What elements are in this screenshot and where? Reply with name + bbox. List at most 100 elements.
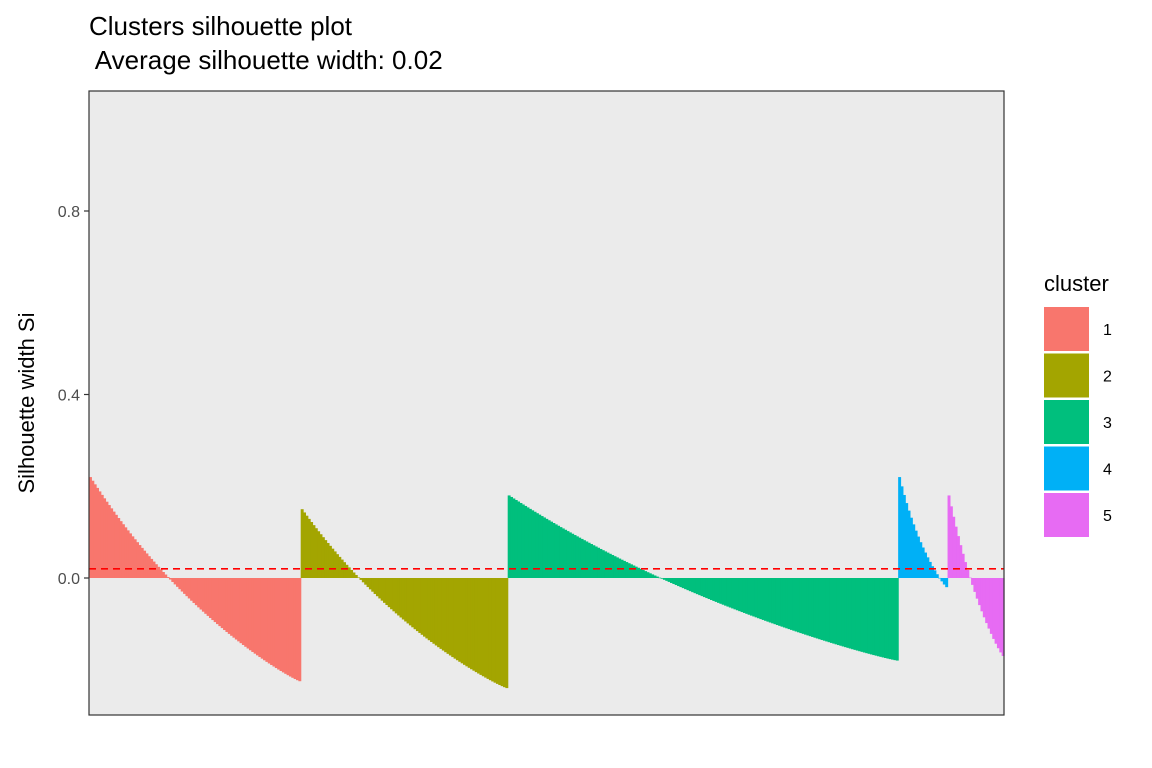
silhouette-bar-cluster-3 bbox=[775, 578, 779, 626]
legend-key-cluster-1 bbox=[1044, 307, 1089, 351]
silhouette-bar-cluster-2 bbox=[326, 542, 330, 578]
silhouette-bar-cluster-1 bbox=[112, 511, 116, 578]
silhouette-bar-cluster-2 bbox=[361, 578, 365, 583]
silhouette-bar-cluster-2 bbox=[488, 578, 492, 681]
silhouette-bar-cluster-2 bbox=[479, 578, 483, 675]
silhouette-bar-cluster-3 bbox=[782, 578, 786, 628]
silhouette-bar-cluster-2 bbox=[411, 578, 415, 628]
silhouette-bar-cluster-2 bbox=[432, 578, 436, 644]
silhouette-bar-cluster-2 bbox=[406, 578, 410, 624]
silhouette-bar-cluster-1 bbox=[265, 578, 269, 662]
silhouette-bar-cluster-3 bbox=[742, 578, 746, 613]
y-tick-label: 0.8 bbox=[58, 204, 80, 221]
silhouette-bar-cluster-3 bbox=[893, 578, 897, 661]
silhouette-bar-cluster-4 bbox=[942, 578, 946, 585]
silhouette-bar-cluster-2 bbox=[423, 578, 426, 637]
silhouette-bar-cluster-1 bbox=[241, 578, 245, 645]
silhouette-bar-cluster-3 bbox=[540, 516, 544, 578]
silhouette-bar-cluster-1 bbox=[260, 578, 264, 659]
silhouette-bar-cluster-3 bbox=[886, 578, 890, 659]
silhouette-bar-cluster-3 bbox=[738, 578, 742, 612]
silhouette-bar-cluster-2 bbox=[338, 556, 342, 578]
silhouette-bar-cluster-1 bbox=[100, 494, 104, 578]
silhouette-bar-cluster-1 bbox=[263, 578, 267, 661]
silhouette-bar-cluster-3 bbox=[524, 505, 528, 578]
silhouette-bar-cluster-2 bbox=[317, 531, 321, 578]
silhouette-bar-cluster-4 bbox=[938, 577, 942, 579]
silhouette-bar-cluster-2 bbox=[399, 578, 403, 618]
silhouette-bar-cluster-1 bbox=[232, 578, 236, 638]
silhouette-bar-cluster-3 bbox=[771, 578, 775, 624]
silhouette-bar-cluster-1 bbox=[145, 553, 149, 578]
silhouette-bar-cluster-1 bbox=[138, 545, 142, 578]
silhouette-bar-cluster-2 bbox=[345, 564, 349, 578]
silhouette-bar-cluster-5 bbox=[975, 578, 979, 599]
silhouette-bar-cluster-1 bbox=[176, 578, 179, 587]
silhouette-bar-cluster-1 bbox=[248, 578, 252, 651]
silhouette-bar-cluster-3 bbox=[839, 578, 843, 646]
silhouette-bar-cluster-2 bbox=[430, 578, 434, 642]
silhouette-bar-cluster-5 bbox=[966, 570, 970, 578]
silhouette-bar-cluster-3 bbox=[573, 535, 577, 578]
silhouette-bar-cluster-2 bbox=[328, 545, 332, 578]
legend: cluster 1 2 3 4 5 bbox=[1044, 271, 1112, 537]
silhouette-bar-cluster-3 bbox=[590, 544, 593, 578]
silhouette-bar-cluster-5 bbox=[978, 578, 982, 606]
silhouette-bar-cluster-3 bbox=[575, 536, 579, 578]
silhouette-bar-cluster-2 bbox=[359, 578, 363, 580]
bars-group bbox=[89, 477, 1005, 689]
silhouette-bar-cluster-5 bbox=[954, 526, 958, 578]
silhouette-bar-cluster-2 bbox=[321, 537, 325, 578]
silhouette-bar-cluster-2 bbox=[484, 578, 488, 678]
silhouette-bar-cluster-3 bbox=[705, 578, 709, 599]
silhouette-bar-cluster-1 bbox=[89, 477, 92, 578]
silhouette-bar-cluster-3 bbox=[740, 578, 744, 613]
silhouette-bar-cluster-3 bbox=[834, 578, 838, 645]
silhouette-bar-cluster-2 bbox=[467, 578, 471, 668]
silhouette-bar-cluster-1 bbox=[119, 521, 123, 578]
silhouette-bar-cluster-3 bbox=[578, 537, 582, 578]
silhouette-bar-cluster-2 bbox=[453, 578, 457, 659]
silhouette-bar-cluster-3 bbox=[517, 501, 521, 578]
silhouette-bar-cluster-3 bbox=[587, 542, 591, 578]
silhouette-bar-cluster-3 bbox=[526, 507, 530, 578]
silhouette-bar-cluster-3 bbox=[606, 552, 610, 578]
silhouette-bar-cluster-3 bbox=[535, 513, 539, 578]
silhouette-bar-cluster-3 bbox=[571, 533, 575, 578]
silhouette-bar-cluster-1 bbox=[239, 578, 243, 644]
silhouette-bar-cluster-3 bbox=[707, 578, 711, 600]
silhouette-bar-cluster-3 bbox=[695, 578, 699, 595]
silhouette-bar-cluster-1 bbox=[208, 578, 212, 618]
silhouette-bar-cluster-3 bbox=[813, 578, 817, 638]
silhouette-bar-cluster-5 bbox=[980, 578, 984, 612]
silhouette-bar-cluster-3 bbox=[698, 578, 702, 596]
silhouette-bar-cluster-1 bbox=[103, 498, 107, 578]
silhouette-bar-cluster-1 bbox=[136, 542, 139, 578]
silhouette-bar-cluster-4 bbox=[916, 536, 920, 578]
silhouette-bar-cluster-4 bbox=[902, 494, 906, 578]
silhouette-bar-cluster-2 bbox=[404, 578, 408, 622]
silhouette-bar-cluster-3 bbox=[785, 578, 789, 629]
silhouette-bar-cluster-2 bbox=[354, 574, 358, 578]
legend-label-cluster-1: 1 bbox=[1103, 322, 1112, 339]
silhouette-bar-cluster-3 bbox=[594, 546, 598, 578]
legend-label-cluster-2: 2 bbox=[1103, 369, 1112, 386]
silhouette-bar-cluster-1 bbox=[211, 578, 215, 621]
silhouette-bar-cluster-5 bbox=[968, 577, 972, 579]
silhouette-bar-cluster-3 bbox=[841, 578, 845, 647]
chart-title: Clusters silhouette plot bbox=[89, 11, 353, 41]
silhouette-bar-cluster-2 bbox=[368, 578, 372, 590]
silhouette-bar-cluster-2 bbox=[474, 578, 478, 673]
silhouette-bar-cluster-1 bbox=[288, 578, 292, 677]
silhouette-bar-cluster-3 bbox=[853, 578, 857, 650]
silhouette-bar-cluster-3 bbox=[879, 578, 883, 657]
silhouette-bar-cluster-3 bbox=[550, 521, 553, 578]
silhouette-bar-cluster-5 bbox=[956, 536, 960, 578]
silhouette-bar-cluster-5 bbox=[989, 578, 993, 634]
silhouette-bar-cluster-1 bbox=[216, 578, 219, 625]
legend-key-cluster-2 bbox=[1044, 353, 1089, 398]
silhouette-bar-cluster-3 bbox=[825, 578, 829, 642]
silhouette-bar-cluster-1 bbox=[206, 578, 210, 616]
silhouette-bar-cluster-3 bbox=[658, 577, 662, 579]
y-tick-label: 0.4 bbox=[58, 388, 80, 405]
